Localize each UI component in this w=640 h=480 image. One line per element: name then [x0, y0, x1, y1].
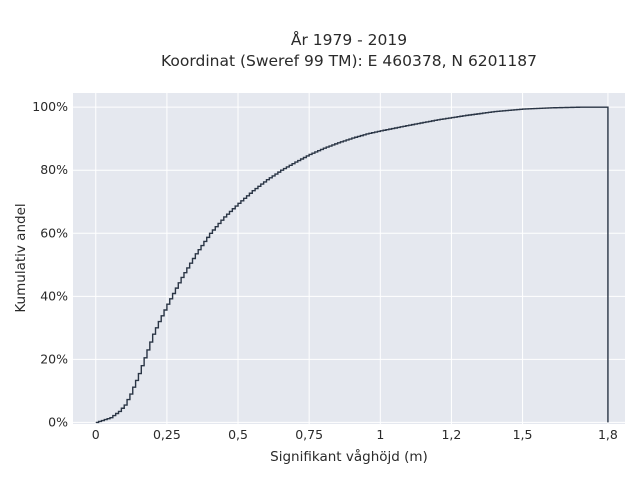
x-tick-label: 1	[376, 427, 384, 442]
y-tick-label: 0%	[48, 414, 68, 429]
cdf-series	[95, 106, 609, 424]
y-tick-label: 40%	[40, 288, 68, 303]
plot-area	[73, 93, 625, 424]
y-axis-label: Kumulativ andel	[13, 203, 29, 312]
y-tick-label: 100%	[32, 99, 68, 114]
y-tick-label: 20%	[40, 351, 68, 366]
y-tick-label: 80%	[40, 162, 68, 177]
x-axis-label: Signifikant våghöjd (m)	[270, 448, 428, 465]
x-tick-label: 0,75	[295, 427, 323, 442]
x-tick-label: 1,2	[441, 427, 461, 442]
chart-title-line-2: Koordinat (Sweref 99 TM): E 460378, N 62…	[161, 52, 537, 70]
cdf-step-line	[95, 106, 609, 424]
x-tick-label: 1,8	[598, 427, 618, 442]
y-axis-ticks: 0% 20% 40% 60% 80% 100%	[32, 99, 68, 429]
y-tick-label: 60%	[40, 225, 68, 240]
x-tick-label: 0,25	[153, 427, 181, 442]
chart-title-line-1: År 1979 - 2019	[291, 30, 407, 49]
x-tick-label: 0,5	[228, 427, 248, 442]
x-tick-label: 0	[92, 427, 100, 442]
x-axis-ticks: 0 0,25 0,5 0,75 1 1,2 1,5 1,8	[92, 427, 618, 442]
grid-lines	[73, 93, 625, 424]
x-tick-label: 1,5	[513, 427, 533, 442]
